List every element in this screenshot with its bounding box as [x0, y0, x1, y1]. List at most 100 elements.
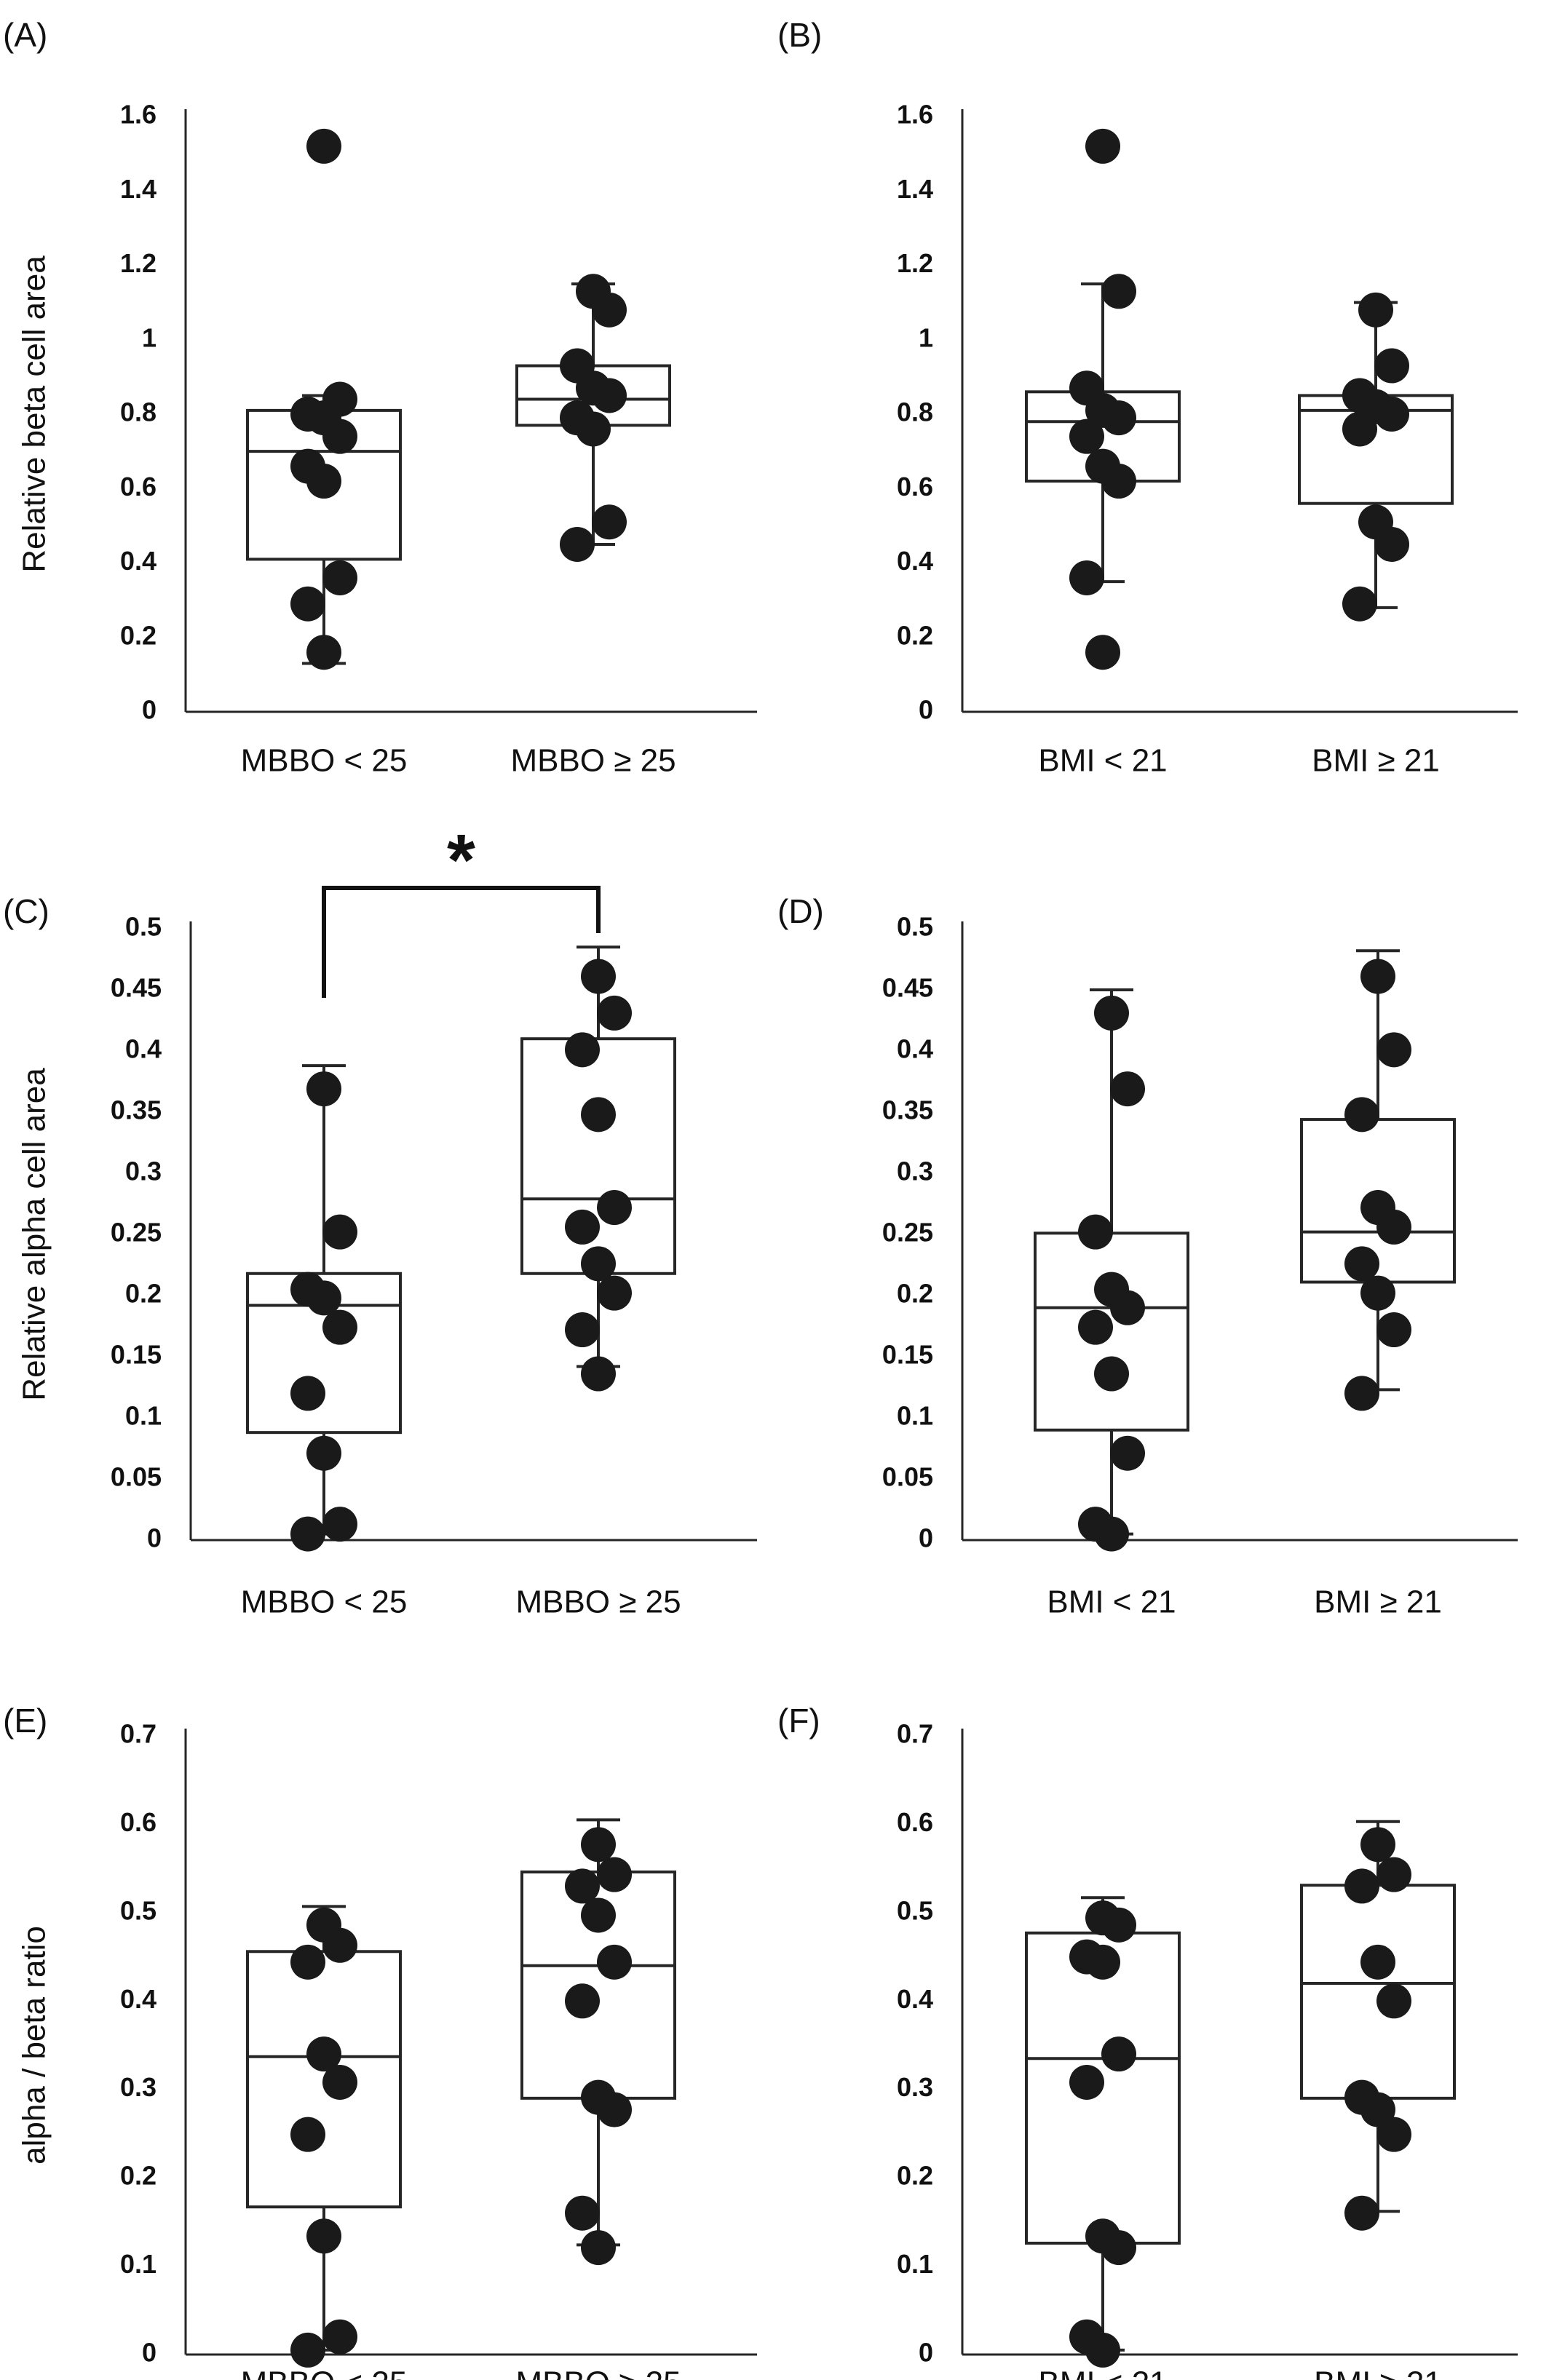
data-point — [306, 635, 341, 670]
data-point — [306, 2218, 341, 2254]
y-tick-label: 0.25 — [111, 1218, 162, 1247]
category-label: BMI < 21 — [1038, 743, 1167, 779]
data-point — [581, 1356, 616, 1392]
category-label: BMI ≥ 21 — [1314, 2365, 1442, 2380]
data-point — [597, 1944, 632, 1980]
category-label: MBBO ≥ 25 — [515, 1584, 681, 1620]
data-point — [565, 1312, 600, 1348]
y-tick-label: 0.5 — [120, 1895, 157, 1925]
y-tick-label: 0.45 — [111, 973, 162, 1003]
y-tick-label: 0.3 — [125, 1157, 162, 1186]
y-tick-label: 0.7 — [897, 1719, 933, 1749]
y-axis-label: Relative alpha cell area — [17, 1068, 52, 1401]
data-point — [322, 419, 357, 454]
data-point — [322, 2065, 357, 2100]
category-label: BMI < 21 — [1047, 1584, 1176, 1620]
data-point — [290, 1944, 325, 1980]
data-point — [322, 1214, 357, 1250]
data-point — [290, 2332, 325, 2368]
data-point — [1342, 411, 1377, 447]
y-tick-label: 0 — [147, 1523, 162, 1553]
data-point — [1078, 1309, 1113, 1345]
data-point — [1101, 2230, 1136, 2266]
y-tick-label: 0 — [919, 1523, 933, 1553]
data-point — [1376, 2117, 1411, 2152]
significance-star: * — [447, 820, 475, 901]
y-tick-label: 0.3 — [897, 2072, 933, 2102]
data-point — [592, 292, 627, 328]
data-point — [290, 1376, 325, 1411]
data-point — [1358, 292, 1393, 328]
data-point — [290, 1516, 325, 1552]
data-point — [306, 2036, 341, 2072]
data-point — [1376, 1032, 1411, 1068]
y-tick-label: 0.5 — [125, 912, 162, 942]
data-point — [322, 1309, 357, 1345]
y-tick-label: 0.05 — [882, 1462, 933, 1492]
y-tick-label: 0.25 — [882, 1218, 933, 1247]
data-point — [290, 2117, 325, 2152]
y-tick-label: 0.2 — [897, 620, 933, 650]
data-point — [1374, 526, 1409, 562]
data-point — [581, 1246, 616, 1282]
y-tick-label: 0.35 — [111, 1095, 162, 1125]
data-point — [1360, 1827, 1395, 1863]
panel-label: (D) — [777, 892, 824, 930]
data-point — [1094, 995, 1129, 1031]
y-tick-label: 0.6 — [120, 472, 157, 501]
y-tick-label: 1.4 — [897, 174, 933, 204]
y-tick-label: 0.8 — [120, 397, 157, 427]
y-tick-label: 0 — [142, 695, 157, 725]
category-label: MBBO ≥ 25 — [510, 743, 676, 779]
data-point — [322, 560, 357, 595]
category-label: BMI < 21 — [1038, 2365, 1167, 2380]
y-tick-label: 0.4 — [125, 1034, 162, 1064]
data-point — [1344, 1246, 1379, 1282]
data-point — [306, 1435, 341, 1471]
data-point — [565, 1209, 600, 1245]
y-tick-label: 0.1 — [897, 2249, 933, 2279]
data-point — [1094, 1356, 1129, 1392]
y-tick-label: 0.3 — [120, 2072, 157, 2102]
data-point — [1344, 1868, 1379, 1904]
y-tick-label: 0.4 — [120, 546, 157, 576]
data-point — [306, 1071, 341, 1107]
data-point — [597, 1857, 632, 1892]
data-point — [1069, 560, 1104, 595]
data-point — [1101, 1907, 1136, 1943]
data-point — [322, 1927, 357, 1963]
data-point — [1101, 2036, 1136, 2072]
data-point — [1376, 1312, 1411, 1348]
data-point — [581, 1827, 616, 1863]
data-point — [1078, 1214, 1113, 1250]
data-point — [1344, 1097, 1379, 1133]
significance-bracket — [322, 886, 601, 998]
data-point — [597, 1275, 632, 1311]
panel-label: (F) — [777, 1702, 820, 1740]
data-point — [1085, 635, 1120, 670]
data-point — [581, 959, 616, 994]
data-point — [1085, 128, 1120, 164]
y-tick-label: 0.3 — [897, 1157, 933, 1186]
data-point — [565, 1983, 600, 2019]
data-point — [1110, 1071, 1145, 1107]
chart-panel-1: (A) 0 0.2 0.4 0.6 0.8 1 1.2 1.4 1.6 Relative beta … — [3, 16, 757, 779]
data-point — [1101, 400, 1136, 436]
y-axis-label: alpha / beta ratio — [17, 1926, 52, 2165]
data-point — [597, 1190, 632, 1226]
data-point — [597, 2092, 632, 2127]
data-point — [592, 504, 627, 540]
data-point — [322, 2319, 357, 2355]
category-label: MBBO < 25 — [241, 1584, 408, 1620]
y-tick-label: 1.6 — [897, 100, 933, 130]
y-tick-label: 0 — [142, 2338, 157, 2368]
data-point — [1344, 1376, 1379, 1411]
data-point — [565, 1032, 600, 1068]
y-tick-label: 0.1 — [120, 2249, 157, 2279]
y-tick-label: 0.35 — [882, 1095, 933, 1125]
data-point — [1069, 2065, 1104, 2100]
y-tick-label: 0.45 — [882, 973, 933, 1003]
y-tick-label: 0.1 — [125, 1401, 162, 1431]
y-tick-label: 1 — [142, 322, 157, 352]
